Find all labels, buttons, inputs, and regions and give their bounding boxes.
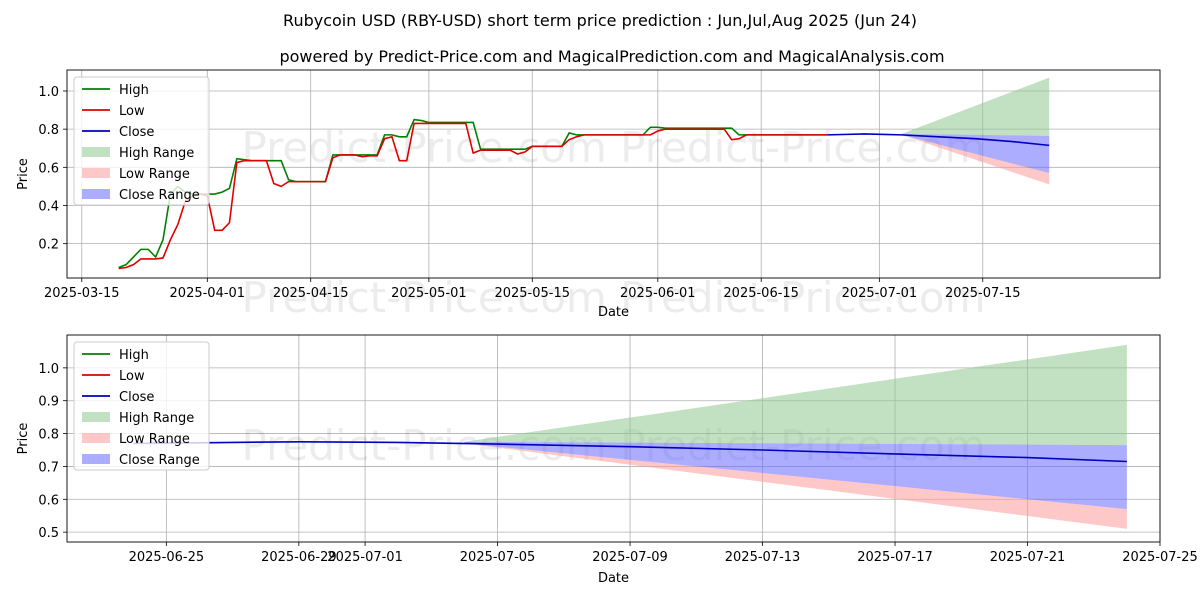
y-axis-label: Price — [16, 158, 31, 190]
legend-label: High Range — [119, 146, 194, 161]
y-tick-label: 0.5 — [38, 526, 59, 541]
x-tick-label: 2025-03-15 — [44, 286, 120, 301]
legend-label: Low Range — [119, 432, 190, 447]
chart-subtitle: powered by Predict-Price.com and Magical… — [279, 47, 944, 66]
legend-label: Close Range — [119, 188, 200, 203]
legend: High Low Close High Range Low Range Close Ran… — [73, 341, 210, 471]
high-range-band — [464, 344, 1127, 446]
close-range-band — [901, 133, 1050, 174]
low-range-band — [464, 443, 1127, 529]
x-tick-label: 2025-07-25 — [1122, 550, 1198, 565]
y-tick-label: 0.6 — [38, 161, 59, 176]
y-tick-label: 0.9 — [38, 395, 59, 410]
x-tick-label: 2025-04-01 — [170, 286, 246, 301]
watermark-text: Predict-Price.com Predict-Price.com — [241, 273, 985, 322]
x-tick-label: 2025-06-29 — [261, 550, 337, 565]
plot-frame — [66, 69, 1161, 279]
x-tick-label: 2025-07-01 — [842, 286, 918, 301]
x-tick-label: 2025-06-25 — [129, 550, 205, 565]
plot-area — [118, 77, 1050, 270]
x-tick-label: 2025-07-09 — [592, 550, 668, 565]
x-tick-label: 2025-05-01 — [391, 286, 467, 301]
chart-title: Rubycoin USD (RBY-USD) short term price … — [283, 11, 917, 30]
high-range-band — [901, 77, 1050, 136]
x-tick-label: 2025-07-15 — [945, 286, 1021, 301]
plot-area — [133, 344, 1127, 529]
low-range-band — [901, 134, 1050, 185]
x-axis-label: Date — [598, 305, 629, 320]
x-tick-label: 2025-06-01 — [620, 286, 696, 301]
x-tick-label: 2025-05-15 — [494, 286, 570, 301]
high-series-line — [118, 118, 828, 269]
legend-swatch-high-range — [82, 147, 110, 157]
close-series-line — [133, 440, 1127, 463]
legend-swatch-close-range — [82, 189, 110, 199]
y-axis-label: Price — [16, 423, 31, 455]
y-tick-label: 1.0 — [38, 85, 59, 100]
legend-label: Low — [119, 104, 145, 119]
x-axis-label: Date — [598, 571, 629, 586]
y-tick-label: 0.8 — [38, 428, 59, 443]
legend-label: Close — [119, 390, 154, 405]
legend-label: Low — [119, 369, 145, 384]
legend: High Low Close High Range Low Range Close Ran… — [73, 76, 210, 206]
plot-frame — [66, 334, 1161, 543]
y-tick-label: 1.0 — [38, 362, 59, 377]
legend-swatch-high-range — [82, 412, 110, 422]
y-tick-label: 0.2 — [38, 238, 59, 253]
y-tick-label: 0.6 — [38, 493, 59, 508]
legend-label: High — [119, 83, 149, 98]
legend-swatch-low-range — [82, 168, 110, 178]
x-tick-label: 2025-07-05 — [460, 550, 536, 565]
y-tick-label: 0.7 — [38, 460, 59, 475]
legend-label: Close — [119, 125, 154, 140]
legend-swatch-close-range — [82, 454, 110, 464]
x-tick-label: 2025-07-21 — [990, 550, 1066, 565]
watermark-text: Predict-Price.com Predict-Price.com — [241, 123, 985, 172]
legend-label: High — [119, 348, 149, 363]
x-tick-label: 2025-06-15 — [723, 286, 799, 301]
x-tick-label: 2025-07-01 — [327, 550, 403, 565]
close-range-band — [464, 441, 1127, 510]
y-tick-label: 0.8 — [38, 123, 59, 138]
x-tick-label: 2025-04-15 — [273, 286, 349, 301]
chart-panel-1: 2025-03-15 2025-04-01 2025-04-15 2025-05-01… — [16, 69, 1161, 322]
legend-label: Close Range — [119, 453, 200, 468]
close-series-line — [827, 133, 1050, 147]
x-tick-label: 2025-07-13 — [725, 550, 801, 565]
legend-swatch-low-range — [82, 433, 110, 443]
x-tick-label: 2025-07-17 — [857, 550, 933, 565]
y-tick-label: 0.4 — [38, 199, 59, 214]
legend-label: High Range — [119, 411, 194, 426]
legend-label: Low Range — [119, 167, 190, 182]
